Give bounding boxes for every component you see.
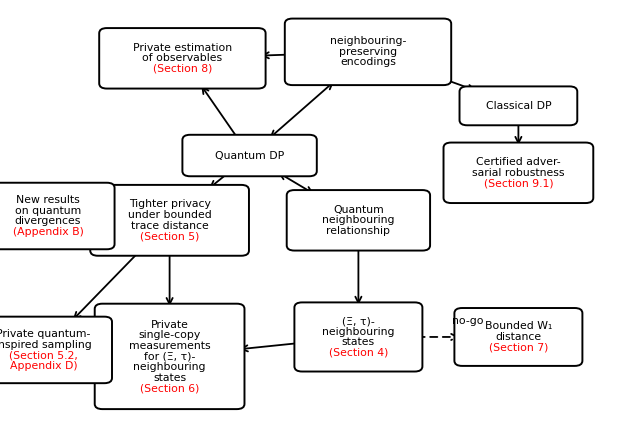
Text: New results: New results bbox=[16, 195, 80, 205]
Text: neighbouring: neighbouring bbox=[322, 215, 395, 226]
Text: neighbouring-: neighbouring- bbox=[330, 36, 406, 46]
Text: Private: Private bbox=[150, 320, 189, 330]
Text: under bounded: under bounded bbox=[128, 210, 211, 220]
Text: single-copy: single-copy bbox=[138, 330, 201, 340]
Text: Classical DP: Classical DP bbox=[486, 101, 551, 111]
Text: (Section 4): (Section 4) bbox=[329, 348, 388, 358]
Text: states: states bbox=[153, 372, 186, 383]
Text: (Section 5.2,: (Section 5.2, bbox=[9, 350, 78, 360]
Text: Certified adver-: Certified adver- bbox=[476, 157, 561, 167]
Text: Appendix D): Appendix D) bbox=[10, 361, 77, 371]
Text: inspired sampling: inspired sampling bbox=[0, 340, 92, 349]
FancyBboxPatch shape bbox=[95, 304, 244, 409]
FancyBboxPatch shape bbox=[0, 317, 112, 383]
Text: divergences: divergences bbox=[15, 216, 81, 226]
Text: Quantum DP: Quantum DP bbox=[215, 150, 284, 161]
FancyBboxPatch shape bbox=[460, 86, 577, 125]
Text: neighbouring: neighbouring bbox=[322, 327, 395, 337]
Text: (Section 5): (Section 5) bbox=[140, 231, 199, 241]
FancyBboxPatch shape bbox=[182, 135, 317, 176]
Text: (Section 8): (Section 8) bbox=[153, 64, 212, 74]
FancyBboxPatch shape bbox=[454, 308, 582, 366]
FancyBboxPatch shape bbox=[444, 143, 593, 203]
Text: (Section 9.1): (Section 9.1) bbox=[484, 178, 553, 188]
Text: for (Ξ, τ)-: for (Ξ, τ)- bbox=[144, 351, 195, 362]
FancyBboxPatch shape bbox=[90, 185, 249, 256]
Text: preserving: preserving bbox=[339, 47, 397, 57]
Text: Bounded W₁: Bounded W₁ bbox=[484, 321, 552, 331]
Text: Tighter privacy: Tighter privacy bbox=[129, 200, 211, 210]
Text: (Appendix B): (Appendix B) bbox=[13, 227, 83, 237]
Text: of observables: of observables bbox=[142, 53, 223, 64]
Text: distance: distance bbox=[495, 332, 541, 342]
Text: neighbouring: neighbouring bbox=[133, 362, 206, 372]
FancyBboxPatch shape bbox=[285, 19, 451, 85]
Text: measurements: measurements bbox=[129, 341, 211, 351]
Text: no-go: no-go bbox=[452, 316, 484, 326]
Text: Private quantum-: Private quantum- bbox=[0, 329, 91, 339]
Text: Quantum: Quantum bbox=[333, 205, 384, 215]
Text: on quantum: on quantum bbox=[15, 206, 81, 216]
Text: Private estimation: Private estimation bbox=[133, 43, 232, 53]
Text: states: states bbox=[342, 337, 375, 347]
FancyBboxPatch shape bbox=[0, 183, 115, 249]
Text: (Ξ, τ)-: (Ξ, τ)- bbox=[342, 316, 375, 326]
Text: (Section 7): (Section 7) bbox=[489, 343, 548, 353]
FancyBboxPatch shape bbox=[99, 28, 266, 89]
FancyBboxPatch shape bbox=[287, 190, 430, 251]
Text: (Section 6): (Section 6) bbox=[140, 383, 199, 393]
Text: sarial robustness: sarial robustness bbox=[472, 168, 564, 178]
Text: encodings: encodings bbox=[340, 57, 396, 67]
Text: relationship: relationship bbox=[326, 226, 390, 236]
Text: trace distance: trace distance bbox=[131, 221, 209, 231]
FancyBboxPatch shape bbox=[294, 302, 422, 372]
